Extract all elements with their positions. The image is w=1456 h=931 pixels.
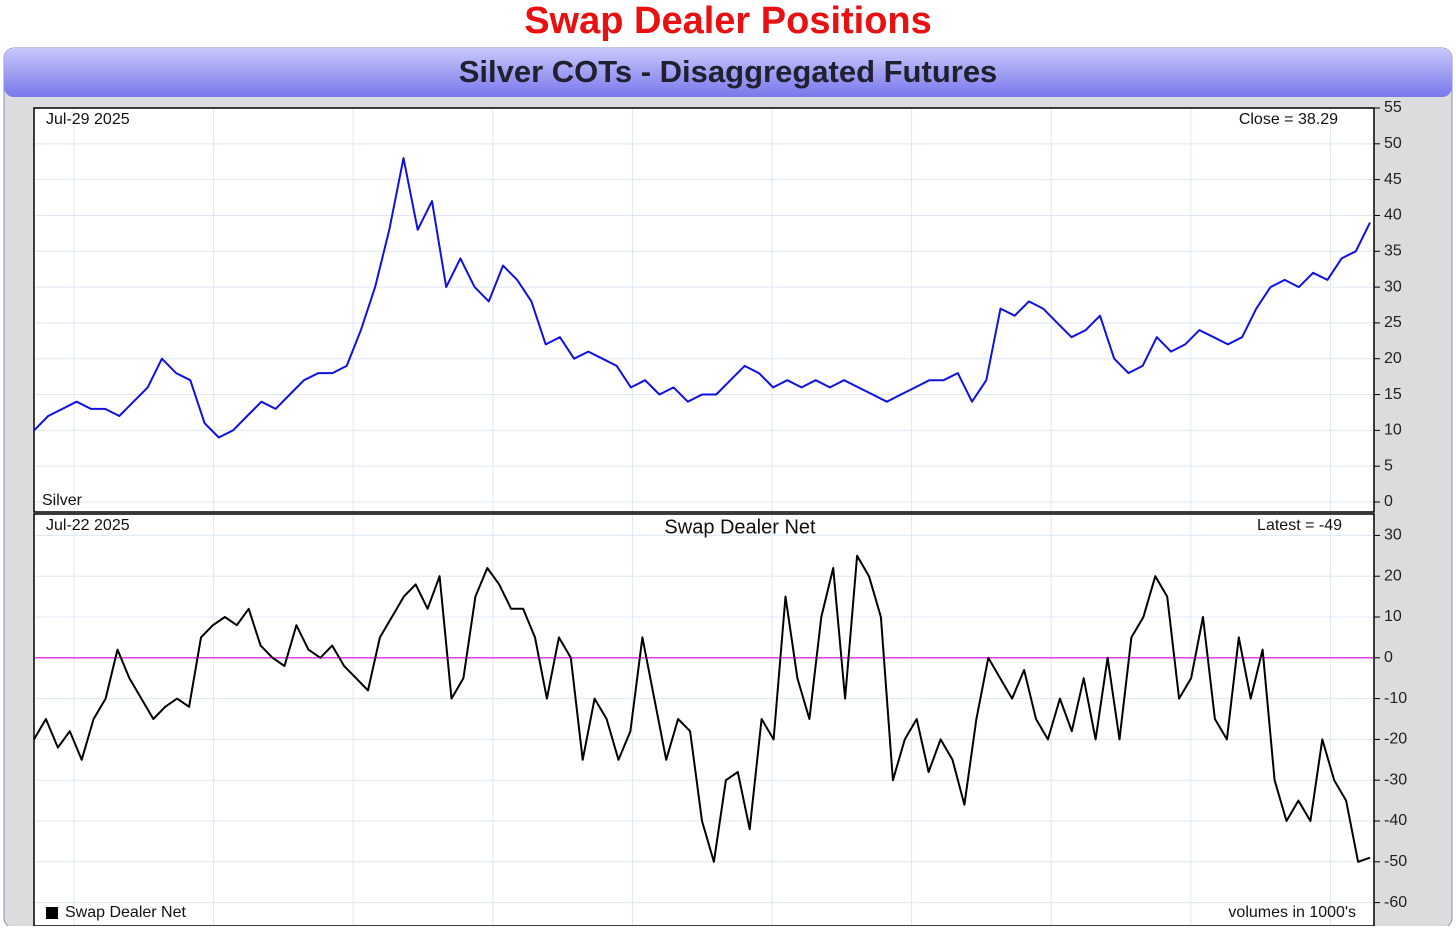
y-tick-label: 30 (1384, 527, 1402, 544)
page-title: Swap Dealer Positions (524, 0, 932, 42)
y-tick-label: 40 (1384, 207, 1402, 224)
y-tick-label: -40 (1384, 812, 1407, 829)
y-tick-label: -30 (1384, 771, 1407, 788)
y-tick-label: -10 (1384, 690, 1407, 707)
units-label: volumes in 1000's (1228, 904, 1356, 921)
latest-label: Latest = -49 (1257, 517, 1342, 534)
date-label: Jul-22 2025 (46, 517, 130, 534)
y-tick-label: 10 (1384, 608, 1402, 625)
y-tick-label: 20 (1384, 350, 1402, 367)
y-tick-label: 5 (1384, 457, 1393, 474)
y-tick-label: 20 (1384, 567, 1402, 584)
y-tick-label: 45 (1384, 171, 1402, 188)
v-grid (73, 109, 1331, 925)
y-tick-label: 25 (1384, 314, 1402, 331)
y-tick-label: -50 (1384, 853, 1407, 870)
panel-name: Silver (42, 492, 83, 509)
y-tick-label: 35 (1384, 242, 1402, 259)
y-tick-label: 30 (1384, 278, 1402, 295)
chart-title: Silver COTs - Disaggregated Futures (459, 54, 998, 89)
y-tick-label: 0 (1384, 649, 1393, 666)
y-tick-label: 0 (1384, 493, 1393, 510)
y-tick-label: -60 (1384, 894, 1407, 911)
legend-swatch (46, 907, 58, 919)
panel-title: Swap Dealer Net (664, 516, 816, 538)
y-tick-label: 55 (1384, 99, 1402, 116)
y-tick-label: 15 (1384, 386, 1402, 403)
series-line (33, 157, 1371, 439)
bottom-plot (33, 513, 1375, 927)
series-line (33, 554, 1371, 863)
legend-label: Swap Dealer Net (65, 904, 187, 921)
y-tick-label: 50 (1384, 135, 1402, 152)
date-label: Jul-29 2025 (46, 111, 130, 128)
y-tick-label: 10 (1384, 422, 1402, 439)
y-tick-label: -20 (1384, 731, 1407, 748)
frame-header (4, 48, 1452, 97)
top-plot (33, 107, 1375, 513)
close-label: Close = 38.29 (1239, 111, 1338, 128)
